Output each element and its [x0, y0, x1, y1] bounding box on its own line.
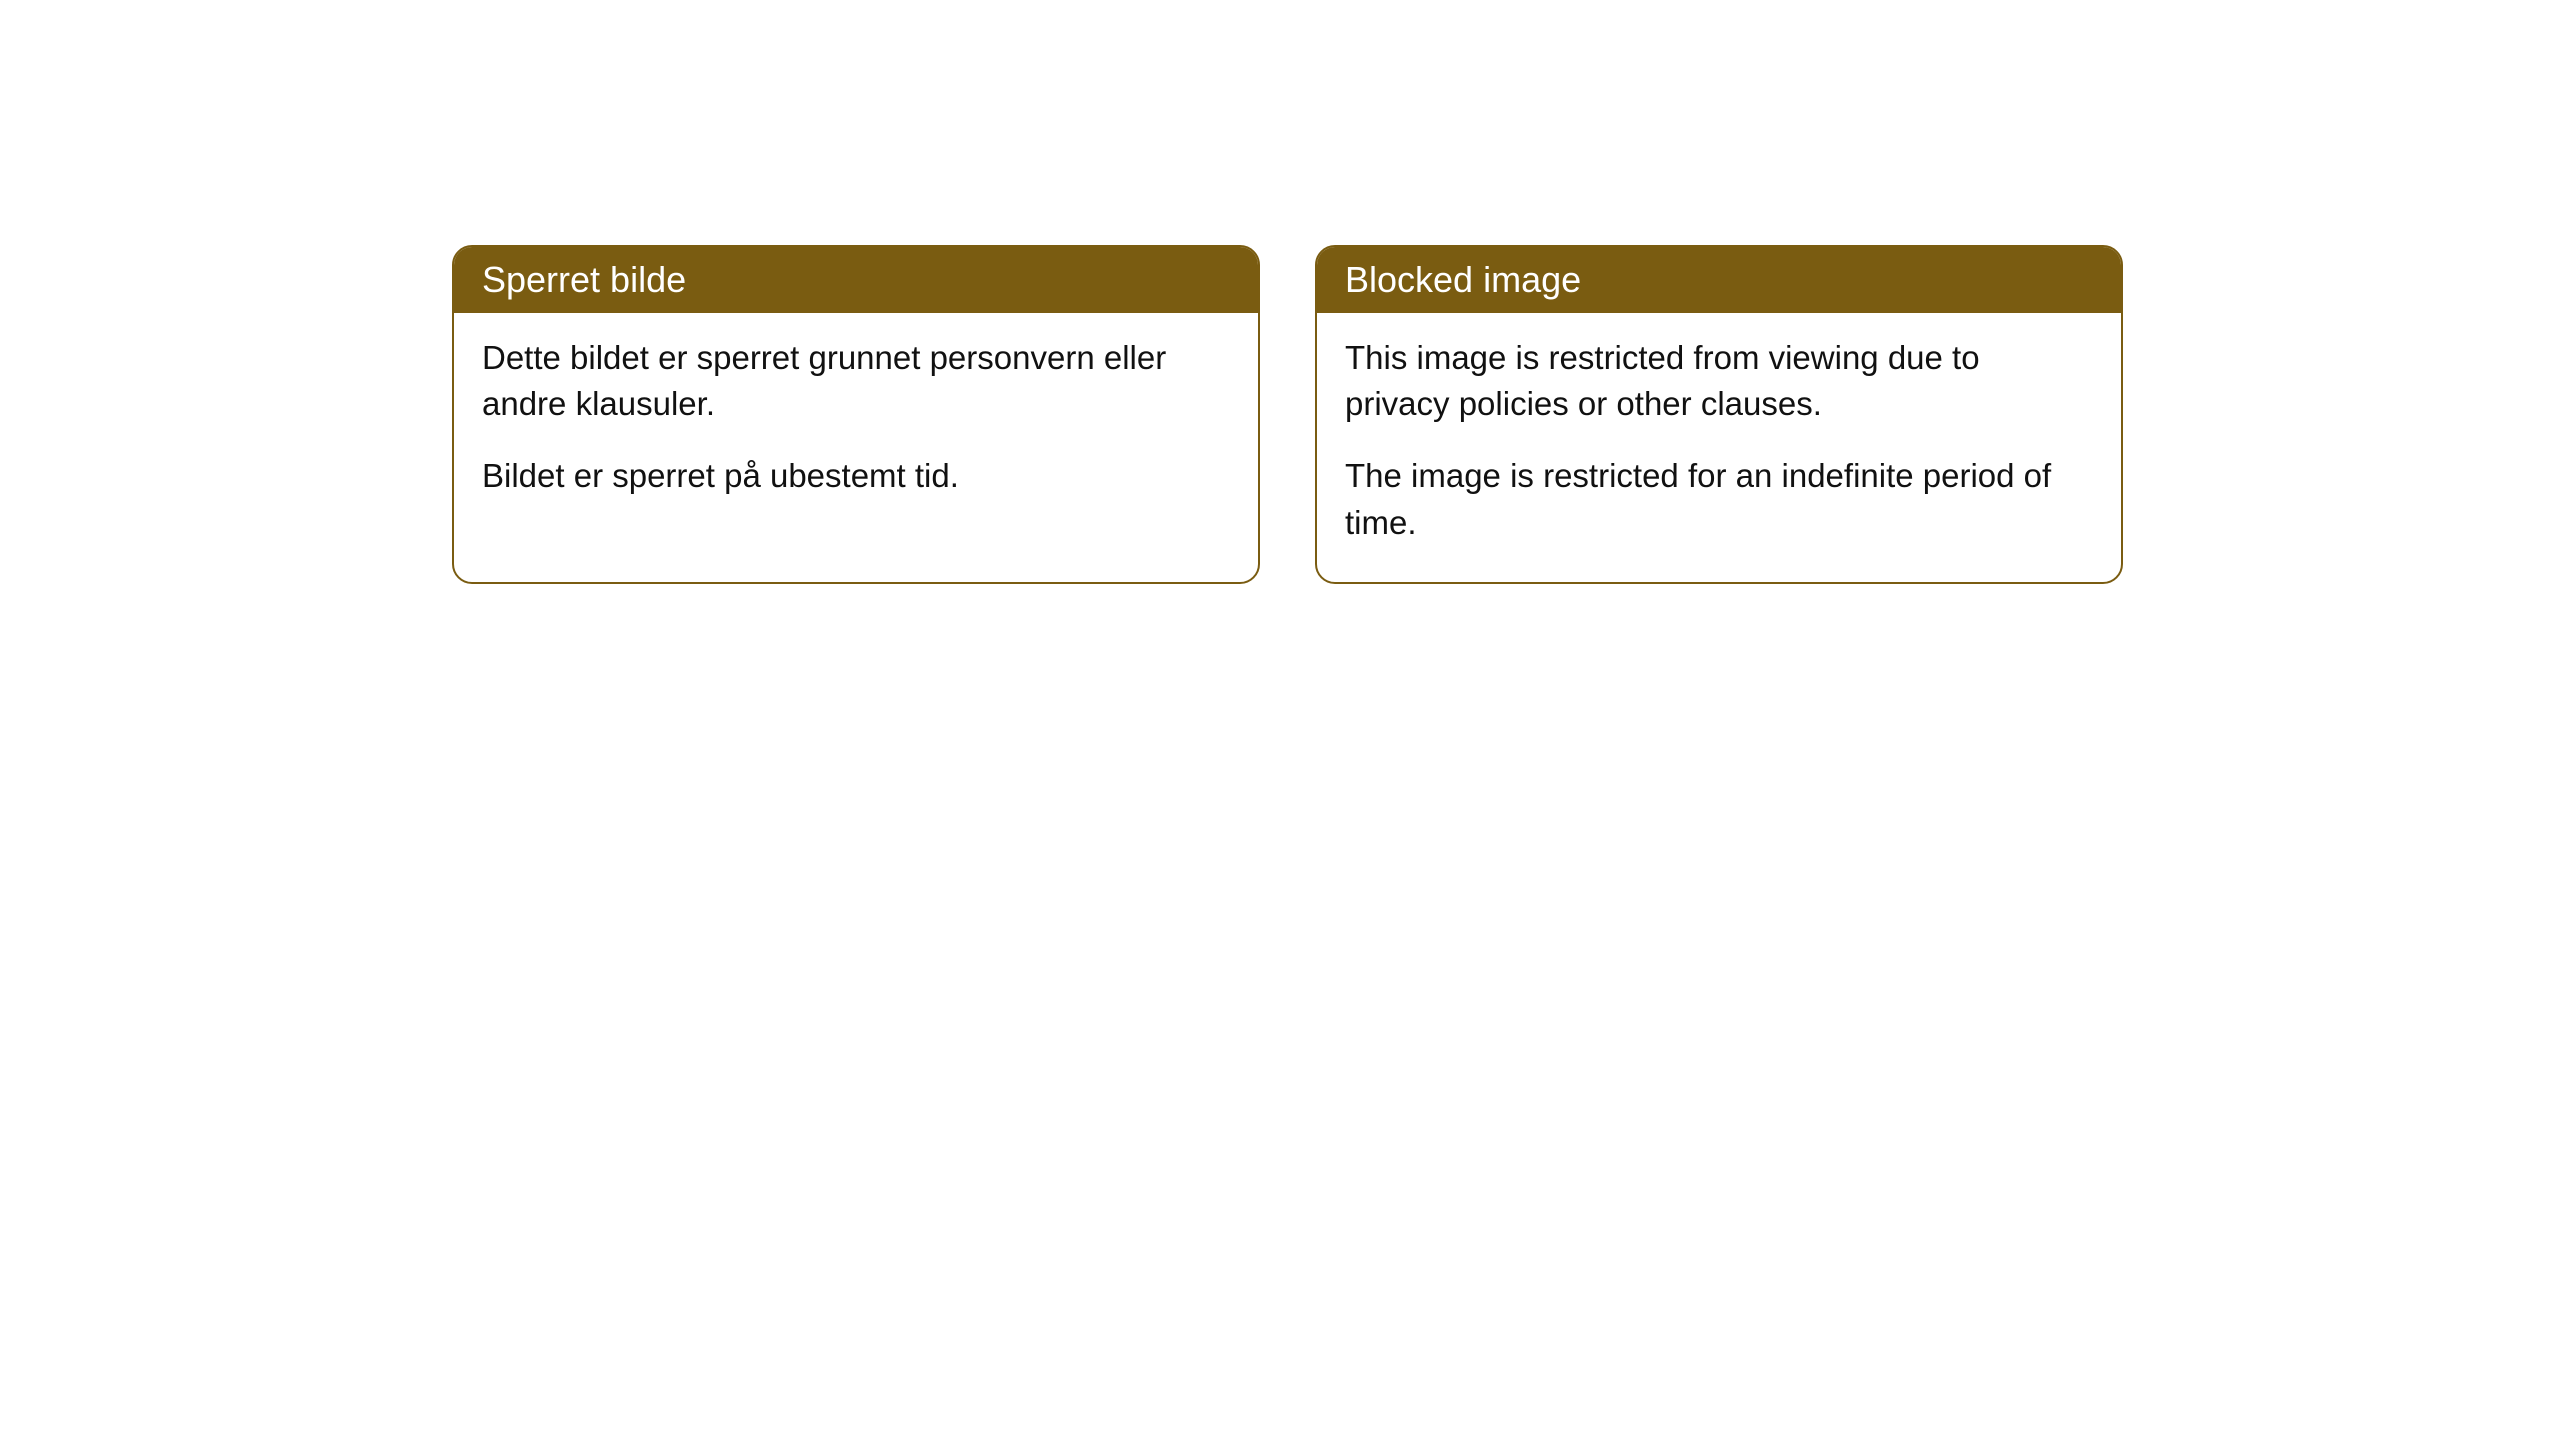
card-paragraph: Bildet er sperret på ubestemt tid. [482, 453, 1230, 499]
notice-cards-container: Sperret bilde Dette bildet er sperret gr… [452, 245, 2123, 584]
card-body: This image is restricted from viewing du… [1317, 313, 2121, 582]
card-title: Sperret bilde [454, 247, 1258, 313]
card-title: Blocked image [1317, 247, 2121, 313]
notice-card-english: Blocked image This image is restricted f… [1315, 245, 2123, 584]
card-paragraph: Dette bildet er sperret grunnet personve… [482, 335, 1230, 427]
card-body: Dette bildet er sperret grunnet personve… [454, 313, 1258, 536]
card-paragraph: This image is restricted from viewing du… [1345, 335, 2093, 427]
card-paragraph: The image is restricted for an indefinit… [1345, 453, 2093, 545]
notice-card-norwegian: Sperret bilde Dette bildet er sperret gr… [452, 245, 1260, 584]
